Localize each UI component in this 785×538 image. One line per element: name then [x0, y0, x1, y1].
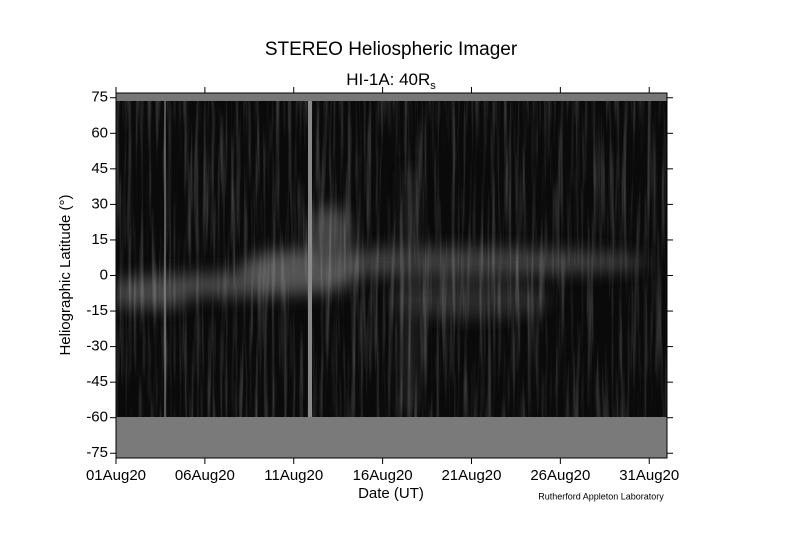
subtitle-text: HI-1A: 40R [346, 70, 430, 89]
x-tick-label: 21Aug20 [441, 467, 501, 484]
y-tick-label: 75 [91, 89, 108, 106]
x-axis-label: Date (UT) [358, 485, 424, 502]
y-tick-label: -15 [86, 302, 108, 319]
y-tick-label: 15 [91, 231, 108, 248]
x-tick-label: 11Aug20 [264, 467, 323, 484]
y-tick-label: 30 [91, 195, 108, 212]
y-tick-label: -30 [86, 338, 108, 355]
subtitle-subscript: s [430, 80, 436, 92]
y-tick-label: 0 [100, 266, 108, 283]
y-tick-label: 60 [91, 124, 108, 141]
y-tick-label: 45 [91, 160, 108, 177]
y-tick-label: -75 [86, 444, 108, 461]
y-tick-label: -45 [86, 373, 108, 390]
y-tick-label: -60 [86, 409, 108, 426]
x-tick-label: 26Aug20 [530, 467, 590, 484]
x-tick-label: 31Aug20 [619, 467, 679, 484]
chart-subtitle: HI-1A: 40Rs [346, 70, 436, 91]
credit: Rutherford Appleton Laboratory [538, 491, 664, 501]
x-tick-label: 01Aug20 [86, 467, 146, 484]
x-tick-label: 16Aug20 [353, 467, 413, 484]
chart-title: STEREO Heliospheric Imager [265, 39, 518, 60]
x-tick-label: 06Aug20 [175, 467, 235, 484]
y-axis-label: Heliographic Latitude (°) [57, 194, 74, 355]
image [116, 93, 667, 458]
